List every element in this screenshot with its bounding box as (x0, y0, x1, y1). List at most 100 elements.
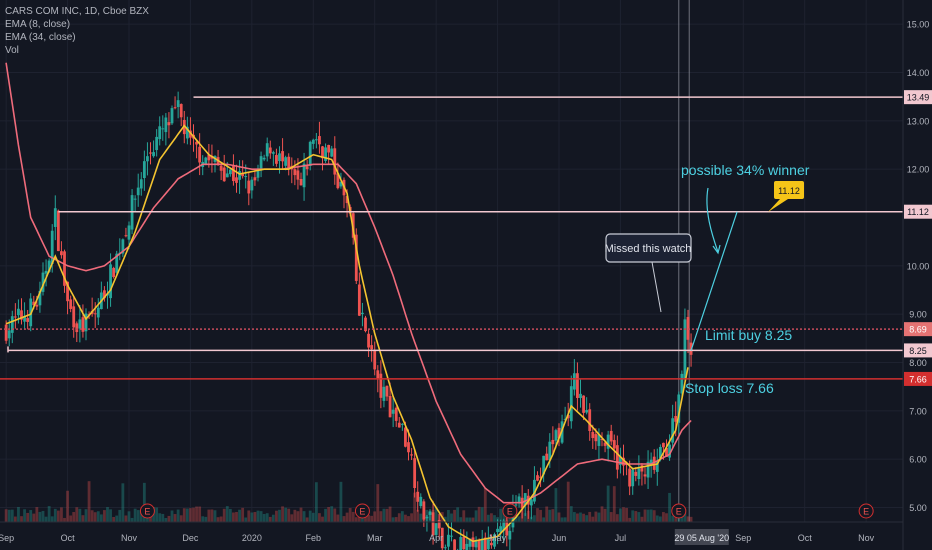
volume-bar (336, 514, 340, 522)
volume-bar (13, 516, 17, 522)
candle-body (173, 107, 177, 109)
candle-body (142, 161, 146, 178)
volume-bar (170, 510, 174, 522)
volume-bar (490, 513, 493, 522)
candle-body (167, 122, 171, 126)
volume-bar (112, 516, 116, 522)
price-tag-text: 7.66 (909, 374, 927, 384)
volume-bar (373, 511, 377, 522)
volume-bar (124, 515, 128, 522)
volume-bar (333, 508, 337, 522)
candle-body (41, 272, 45, 292)
volume-bar (569, 506, 573, 522)
volume-bar (47, 506, 51, 522)
target-tag-box (774, 181, 804, 199)
candle-body (244, 176, 248, 178)
volume-bar (69, 515, 73, 522)
volume-bar (78, 508, 82, 522)
candle-body (185, 126, 189, 139)
candle-body (69, 299, 73, 309)
volume-bar (287, 508, 291, 522)
volume-bar (465, 517, 469, 522)
x-tick-label: Oct (798, 533, 813, 543)
volume-bar (238, 509, 241, 522)
volume-bar (499, 508, 503, 522)
earnings-marker: E (671, 503, 687, 519)
callout-note-text: Missed this watch (605, 243, 692, 255)
callout-note[interactable]: Missed this watch (605, 233, 692, 313)
volume-bar (10, 509, 14, 522)
candle-body (93, 313, 97, 315)
candle-body (84, 313, 88, 332)
volume-bar (579, 512, 582, 522)
volume-bar (115, 515, 119, 522)
earnings-marker-circle (858, 503, 874, 519)
volume-bar (536, 508, 539, 522)
ema-8-path (5, 124, 689, 543)
earnings-marker: E (858, 503, 874, 519)
candle-body (72, 306, 76, 328)
candle-body (361, 312, 364, 315)
volume-bar (640, 516, 644, 522)
volume-bar (228, 508, 232, 522)
volume-bar (247, 510, 251, 522)
candle-body (557, 427, 561, 439)
volume-bar (327, 507, 331, 522)
candle-body (529, 499, 533, 506)
volume-bar (545, 506, 549, 522)
volume-bar (222, 508, 226, 522)
volume-bar (259, 511, 263, 522)
volume-bar (351, 511, 355, 522)
volume-bar (619, 508, 622, 522)
volume-bar (121, 483, 125, 522)
candle-body (336, 173, 340, 189)
volume-bar (66, 490, 69, 522)
candle-body (308, 141, 312, 166)
volume-bar (250, 512, 254, 522)
candle-body (228, 169, 232, 175)
candle-body (50, 230, 54, 265)
candle-body (502, 520, 506, 531)
candle-body (253, 177, 257, 181)
volume-bar (625, 507, 628, 522)
x-tick-label: Sep (735, 533, 751, 543)
earnings-marker-label: E (144, 507, 150, 517)
volume-bar (219, 516, 223, 522)
candle-body (428, 511, 432, 515)
price-tag-box (904, 204, 932, 219)
candle-body (17, 308, 20, 316)
volume-bar (585, 515, 589, 522)
candle-body (152, 152, 155, 157)
candle-body (655, 461, 659, 472)
volume-bar (60, 507, 63, 522)
candle-body (364, 317, 367, 332)
x-tick-label: 2020 (242, 533, 262, 543)
volume-bar (32, 513, 36, 522)
volume-bar (7, 509, 11, 522)
candle-body (170, 108, 174, 124)
volume-bar (459, 517, 463, 522)
candle-body (394, 407, 398, 421)
candle-body (225, 173, 229, 178)
candle-body (665, 447, 668, 458)
candle-body (465, 543, 469, 550)
volume-bar (385, 508, 389, 522)
candle-body (47, 260, 51, 272)
candle-body (103, 290, 106, 299)
earnings-marker: E (139, 503, 155, 519)
candle-body (594, 434, 598, 442)
candle-body (585, 410, 589, 413)
volume-bar (41, 510, 45, 522)
volume-bar (588, 511, 592, 522)
price-tag-box (904, 90, 932, 105)
volume-bar (216, 517, 220, 522)
volume-bar (416, 509, 420, 522)
candle-body (609, 430, 613, 442)
candle-body (345, 196, 349, 204)
volume-bar (179, 515, 183, 522)
price-tag-box (904, 371, 932, 386)
volume-bar (84, 509, 88, 522)
candle-body (447, 534, 450, 547)
volume-bar (87, 481, 91, 522)
